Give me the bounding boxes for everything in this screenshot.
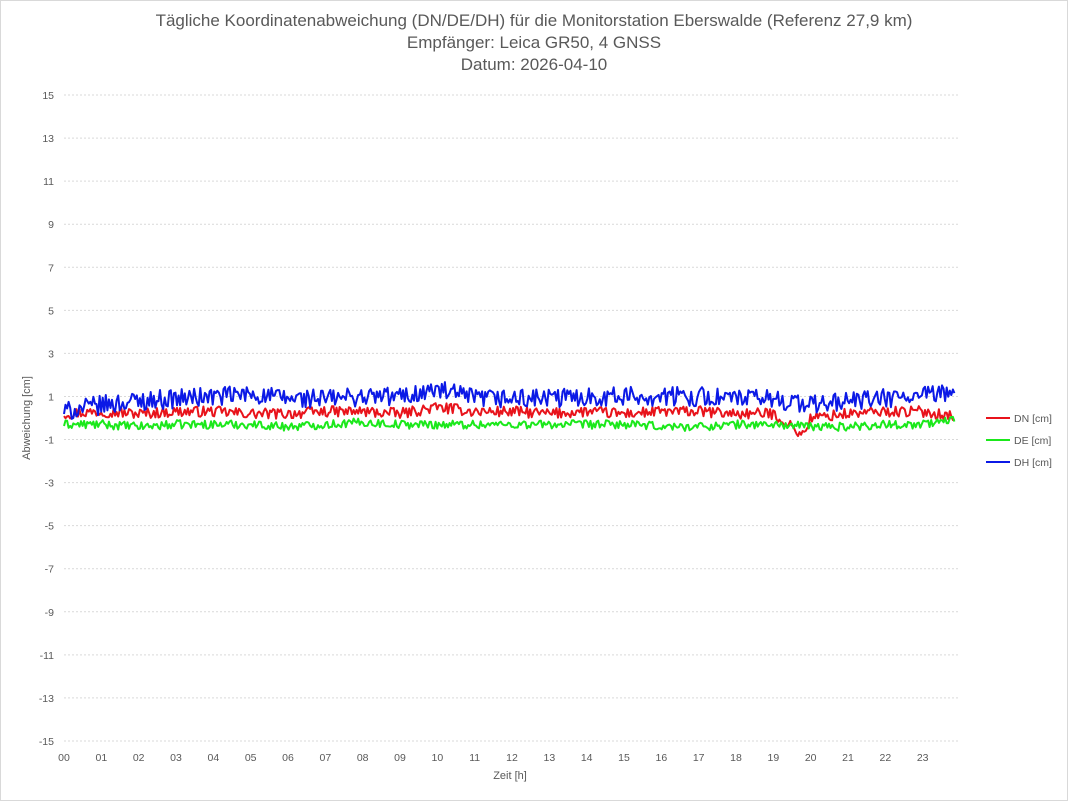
y-tick-label: -11 xyxy=(40,650,55,662)
y-tick-label: 7 xyxy=(48,262,54,274)
x-tick-label: 16 xyxy=(655,752,667,764)
x-tick-label: 06 xyxy=(282,752,294,764)
x-tick-label: 21 xyxy=(842,752,854,764)
chart-title: Tägliche Koordinatenabweichung (DN/DE/DH… xyxy=(155,11,913,30)
x-tick-label: 09 xyxy=(394,752,406,764)
x-tick-label: 12 xyxy=(506,752,518,764)
legend: DN [cm] DE [cm] DH [cm] xyxy=(986,413,1052,469)
x-tick-label: 00 xyxy=(58,752,70,764)
series-line-1 xyxy=(63,415,956,432)
chart-date: Datum: 2026-04-10 xyxy=(460,55,608,74)
series-lines xyxy=(63,381,956,438)
y-tick-label: 9 xyxy=(48,219,54,231)
x-tick-label: 23 xyxy=(917,752,929,764)
series-line-2 xyxy=(63,381,956,420)
y-tick-label: -7 xyxy=(45,564,54,576)
x-tick-label: 11 xyxy=(469,752,480,764)
y-tick-label: -3 xyxy=(45,478,54,490)
y-tick-label: 1 xyxy=(48,391,54,403)
x-tick-label: 10 xyxy=(431,752,443,764)
x-tick-label: 01 xyxy=(95,752,107,764)
y-tick-label: 5 xyxy=(48,305,54,317)
y-tick-label: -15 xyxy=(39,736,54,748)
y-axis-label: Abweichung [cm] xyxy=(21,376,33,460)
series-line-0 xyxy=(63,402,955,438)
x-tick-label: 05 xyxy=(245,752,257,764)
x-tick-label: 08 xyxy=(357,752,369,764)
gridlines xyxy=(64,94,960,742)
x-tick-label: 13 xyxy=(543,752,555,764)
x-tick-label: 03 xyxy=(170,752,182,764)
y-tick-label: -5 xyxy=(45,521,54,533)
x-tick-label: 18 xyxy=(730,752,742,764)
x-tick-label: 22 xyxy=(879,752,891,764)
y-tick-label: 15 xyxy=(42,90,54,102)
x-axis-label: Zeit [h] xyxy=(493,770,527,782)
x-tick-label: 02 xyxy=(133,752,145,764)
x-tick-label: 14 xyxy=(581,752,593,764)
y-tick-label: -13 xyxy=(39,693,54,705)
chart-titles: Tägliche Koordinatenabweichung (DN/DE/DH… xyxy=(0,10,1068,76)
x-tick-label: 17 xyxy=(693,752,705,764)
y-tick-label: 11 xyxy=(43,176,54,188)
y-tick-label: 3 xyxy=(48,348,54,360)
y-tick-labels: 15 13 11 9 7 5 3 1 -1 -3 -5 -7 -9 -11 -13 -15 xyxy=(39,90,54,748)
legend-label: DE [cm] xyxy=(1014,435,1051,447)
legend-label: DH [cm] xyxy=(1014,457,1052,469)
y-tick-label: 13 xyxy=(42,133,54,145)
x-tick-labels: 00 01 02 03 04 05 06 07 08 09 10 11 12 13 14 15 16 17 18 19… xyxy=(58,752,929,764)
x-tick-label: 07 xyxy=(319,752,331,764)
y-tick-label: -9 xyxy=(45,607,54,619)
x-tick-label: 15 xyxy=(618,752,630,764)
x-tick-label: 20 xyxy=(805,752,817,764)
legend-label: DN [cm] xyxy=(1014,413,1052,425)
y-tick-label: -1 xyxy=(45,435,54,447)
chart-subtitle: Empfänger: Leica GR50, 4 GNSS xyxy=(406,33,662,52)
x-tick-label: 04 xyxy=(207,752,219,764)
x-tick-label: 19 xyxy=(767,752,779,764)
